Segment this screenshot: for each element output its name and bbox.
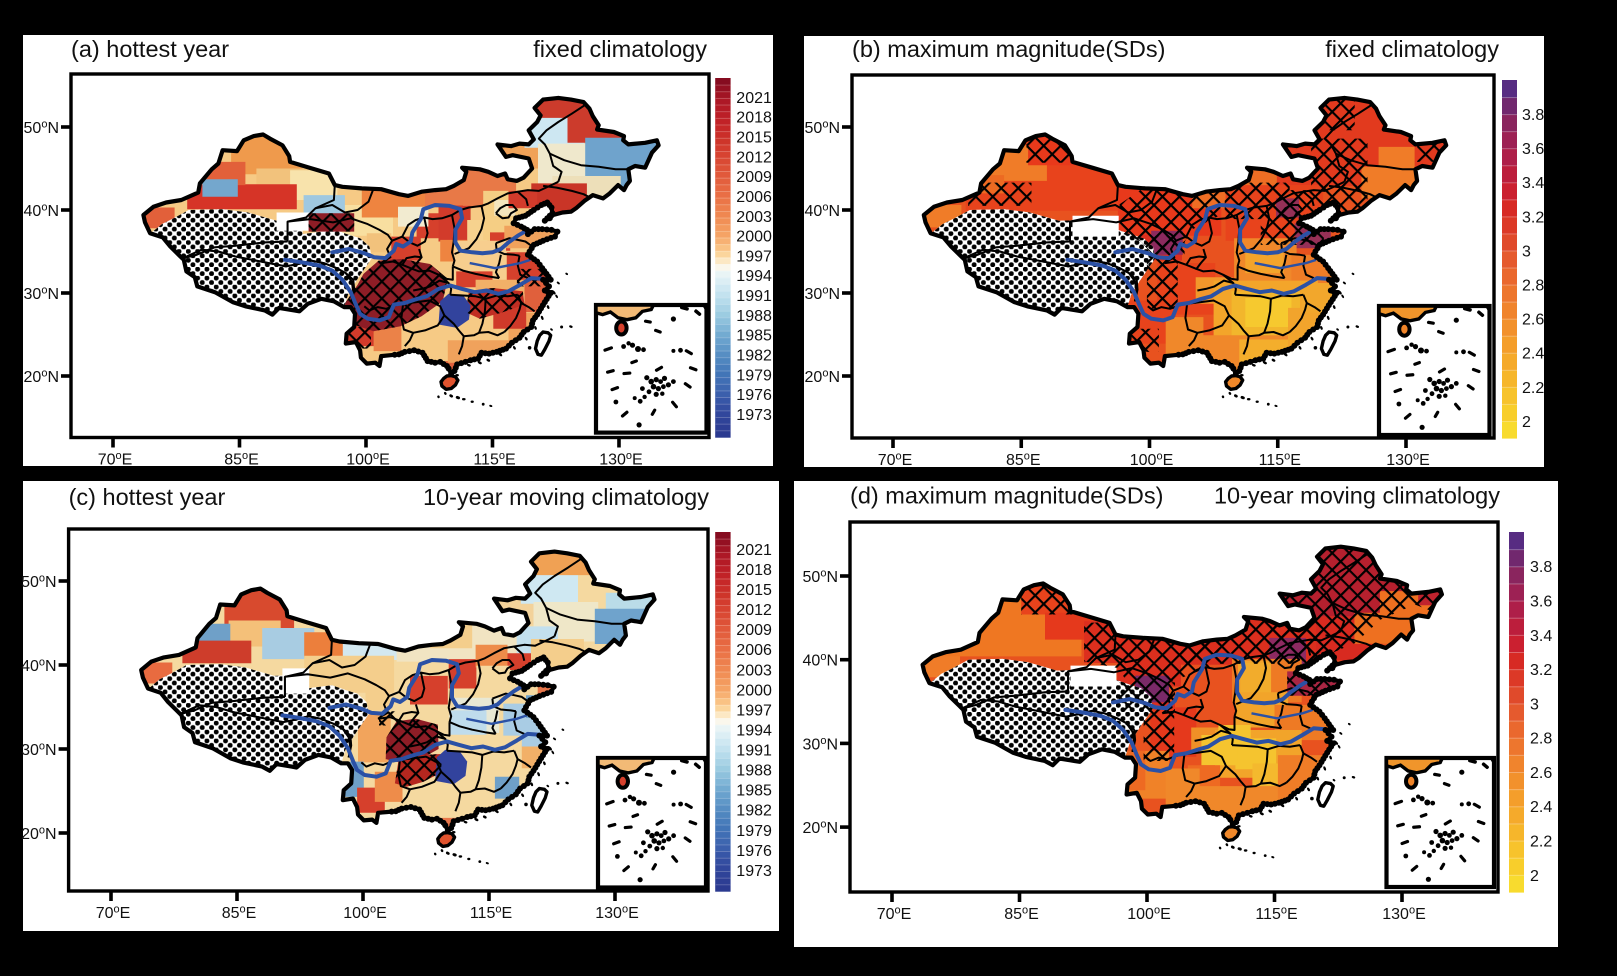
- svg-text:50oN: 50oN: [805, 118, 840, 137]
- svg-text:(c) hottest year: (c) hottest year: [69, 484, 226, 510]
- svg-text:1991: 1991: [736, 288, 772, 305]
- svg-text:2.2: 2.2: [1522, 380, 1544, 397]
- svg-text:50oN: 50oN: [21, 572, 56, 591]
- svg-text:3.2: 3.2: [1530, 662, 1552, 679]
- svg-text:115oE: 115oE: [470, 904, 512, 923]
- svg-text:2006: 2006: [736, 189, 772, 206]
- svg-text:130oE: 130oE: [1382, 905, 1426, 924]
- svg-text:1994: 1994: [736, 722, 772, 739]
- svg-text:100oE: 100oE: [1127, 905, 1171, 924]
- svg-text:2006: 2006: [736, 642, 772, 659]
- svg-text:1988: 1988: [736, 763, 772, 780]
- svg-text:40oN: 40oN: [805, 201, 840, 220]
- svg-text:10-year moving climatology: 10-year moving climatology: [423, 484, 709, 510]
- svg-text:2.6: 2.6: [1522, 312, 1544, 329]
- svg-text:100oE: 100oE: [343, 904, 387, 923]
- svg-text:2015: 2015: [736, 582, 772, 599]
- svg-text:2.8: 2.8: [1530, 731, 1552, 748]
- svg-text:2.8: 2.8: [1522, 277, 1544, 294]
- svg-text:1973: 1973: [736, 407, 772, 424]
- svg-text:2012: 2012: [736, 602, 772, 619]
- svg-text:2.2: 2.2: [1530, 833, 1552, 850]
- svg-text:2003: 2003: [736, 209, 772, 226]
- svg-text:2: 2: [1530, 868, 1539, 885]
- svg-text:2000: 2000: [736, 682, 772, 699]
- svg-text:70oE: 70oE: [877, 905, 912, 924]
- svg-text:40oN: 40oN: [24, 201, 59, 220]
- svg-text:130oE: 130oE: [1386, 451, 1430, 470]
- svg-text:3: 3: [1530, 696, 1539, 713]
- svg-text:1979: 1979: [736, 823, 772, 840]
- svg-text:2015: 2015: [736, 130, 772, 147]
- svg-text:1982: 1982: [736, 347, 772, 364]
- svg-text:115oE: 115oE: [1259, 451, 1301, 470]
- svg-text:20oN: 20oN: [803, 819, 838, 838]
- svg-text:(b) maximum magnitude(SDs): (b) maximum magnitude(SDs): [852, 36, 1165, 62]
- svg-text:1994: 1994: [736, 268, 772, 285]
- svg-text:20oN: 20oN: [805, 367, 840, 386]
- svg-text:85oE: 85oE: [1004, 905, 1039, 924]
- svg-text:100oE: 100oE: [1130, 451, 1174, 470]
- svg-text:50oN: 50oN: [24, 118, 59, 137]
- svg-text:3.4: 3.4: [1522, 175, 1544, 192]
- svg-text:2.4: 2.4: [1530, 799, 1552, 816]
- svg-text:1976: 1976: [736, 843, 772, 860]
- svg-text:2.4: 2.4: [1522, 346, 1544, 363]
- svg-text:2009: 2009: [736, 622, 772, 639]
- svg-text:1997: 1997: [736, 702, 772, 719]
- svg-text:70oE: 70oE: [96, 904, 131, 923]
- svg-text:3.6: 3.6: [1522, 141, 1544, 158]
- svg-text:(d) maximum magnitude(SDs): (d) maximum magnitude(SDs): [850, 483, 1163, 509]
- svg-text:40oN: 40oN: [21, 656, 56, 675]
- svg-text:85oE: 85oE: [222, 904, 257, 923]
- svg-text:1991: 1991: [736, 743, 772, 760]
- svg-text:2003: 2003: [736, 662, 772, 679]
- svg-text:50oN: 50oN: [803, 567, 838, 586]
- svg-text:70oE: 70oE: [98, 450, 133, 469]
- svg-text:10-year moving climatology: 10-year moving climatology: [1214, 483, 1500, 509]
- svg-text:20oN: 20oN: [21, 824, 56, 843]
- svg-text:3.2: 3.2: [1522, 209, 1544, 226]
- svg-text:30oN: 30oN: [803, 735, 838, 754]
- svg-text:30oN: 30oN: [805, 284, 840, 303]
- svg-text:3.6: 3.6: [1530, 593, 1552, 610]
- svg-text:2018: 2018: [736, 562, 772, 579]
- svg-text:1973: 1973: [736, 863, 772, 880]
- svg-text:40oN: 40oN: [803, 651, 838, 670]
- svg-text:3.4: 3.4: [1530, 628, 1552, 645]
- svg-text:3.8: 3.8: [1530, 559, 1552, 576]
- svg-text:2000: 2000: [736, 229, 772, 246]
- svg-text:130oE: 130oE: [599, 450, 643, 469]
- svg-text:2021: 2021: [736, 542, 772, 559]
- svg-text:fixed climatology: fixed climatology: [533, 36, 707, 62]
- svg-text:(a) hottest year: (a) hottest year: [71, 36, 229, 62]
- svg-text:85oE: 85oE: [224, 450, 259, 469]
- svg-text:30oN: 30oN: [21, 740, 56, 759]
- svg-text:2.6: 2.6: [1530, 765, 1552, 782]
- svg-text:30oN: 30oN: [24, 284, 59, 303]
- svg-text:3.8: 3.8: [1522, 107, 1544, 124]
- svg-text:2009: 2009: [736, 169, 772, 186]
- svg-text:2021: 2021: [736, 90, 772, 107]
- svg-text:2012: 2012: [736, 149, 772, 166]
- svg-text:1985: 1985: [736, 783, 772, 800]
- svg-text:85oE: 85oE: [1006, 451, 1041, 470]
- svg-text:2: 2: [1522, 414, 1531, 431]
- svg-text:1997: 1997: [736, 248, 772, 265]
- svg-text:130oE: 130oE: [595, 904, 639, 923]
- svg-text:70oE: 70oE: [878, 451, 913, 470]
- svg-text:1979: 1979: [736, 367, 772, 384]
- svg-text:100oE: 100oE: [346, 450, 390, 469]
- svg-text:115oE: 115oE: [1255, 905, 1297, 924]
- svg-text:1985: 1985: [736, 328, 772, 345]
- svg-text:1976: 1976: [736, 387, 772, 404]
- svg-text:115oE: 115oE: [473, 450, 515, 469]
- svg-text:20oN: 20oN: [24, 367, 59, 386]
- svg-text:2018: 2018: [736, 110, 772, 127]
- svg-text:fixed climatology: fixed climatology: [1325, 36, 1499, 62]
- svg-text:3: 3: [1522, 243, 1531, 260]
- svg-text:1988: 1988: [736, 308, 772, 325]
- svg-text:1982: 1982: [736, 803, 772, 820]
